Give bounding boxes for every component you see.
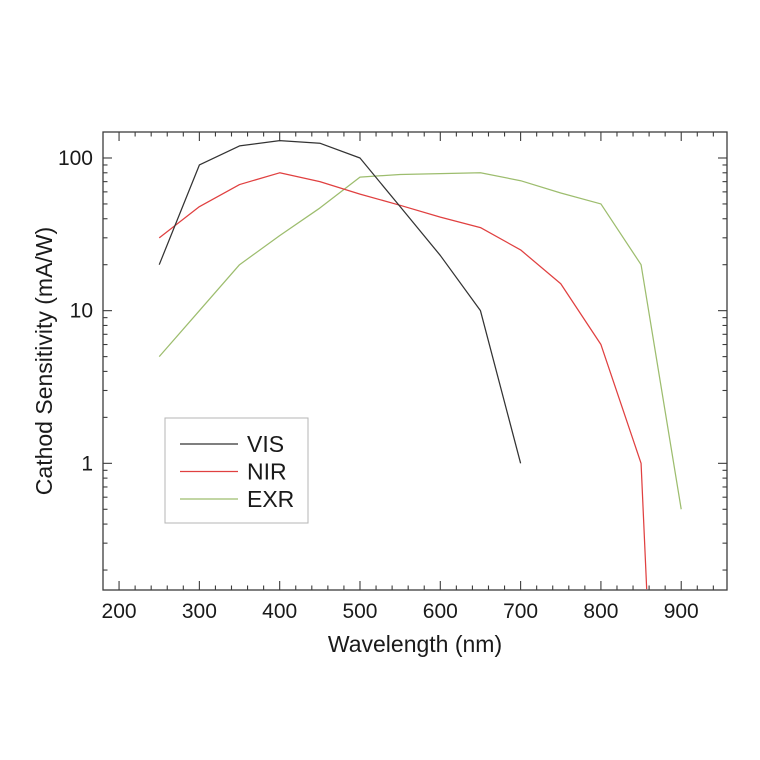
y-axis-title: Cathod Sensitivity (mA/W) (31, 227, 57, 495)
x-tick-label: 300 (182, 600, 217, 623)
legend-label-exr: EXR (247, 486, 294, 512)
x-tick-label: 700 (503, 600, 538, 623)
legend-label-vis: VIS (247, 431, 284, 457)
series-line-vis (158, 139, 522, 464)
x-tick-label: 200 (102, 600, 137, 623)
x-tick-label: 800 (583, 600, 618, 623)
y-tick-label: 100 (58, 147, 93, 170)
x-tick-label: 900 (664, 600, 699, 623)
y-tick-label: 10 (70, 300, 93, 323)
y-tick-label: 1 (81, 452, 93, 475)
legend-label-nir: NIR (247, 459, 287, 485)
x-tick-label: 600 (423, 600, 458, 623)
x-tick-label: 400 (262, 600, 297, 623)
series-line-nir (158, 172, 648, 590)
plot-frame (102, 131, 728, 591)
series-line-exr (158, 172, 682, 510)
x-tick-label: 500 (342, 600, 377, 623)
x-axis-title: Wavelength (nm) (328, 631, 502, 657)
legend-box (164, 417, 309, 524)
